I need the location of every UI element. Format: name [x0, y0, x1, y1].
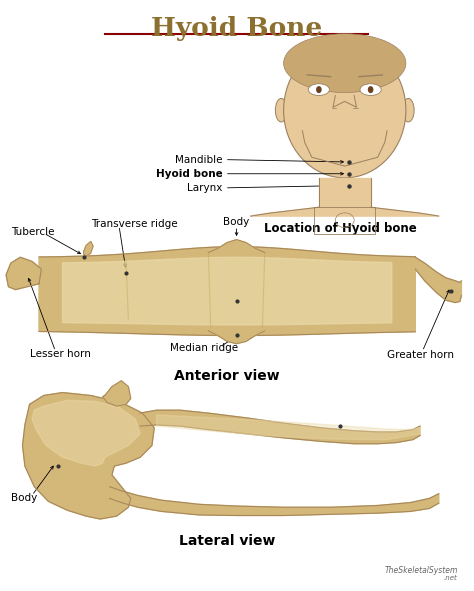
Polygon shape	[23, 392, 154, 519]
Polygon shape	[39, 246, 415, 336]
Polygon shape	[109, 486, 439, 515]
Polygon shape	[319, 178, 371, 207]
Polygon shape	[84, 241, 93, 256]
Polygon shape	[63, 257, 392, 325]
Text: Transverse ridge: Transverse ridge	[91, 219, 177, 229]
Ellipse shape	[283, 34, 406, 93]
Text: Anterior view: Anterior view	[174, 369, 280, 383]
Text: Hyoid Bone: Hyoid Bone	[151, 16, 322, 41]
Text: Mandible: Mandible	[175, 155, 222, 165]
Text: Body: Body	[223, 217, 250, 227]
Text: Tubercle: Tubercle	[11, 227, 55, 237]
Text: .net: .net	[444, 575, 457, 581]
Text: Location of Hyoid bone: Location of Hyoid bone	[264, 222, 417, 235]
Ellipse shape	[360, 84, 381, 96]
Text: Median ridge: Median ridge	[170, 343, 237, 353]
Ellipse shape	[368, 86, 374, 93]
Text: Greater horn: Greater horn	[387, 350, 454, 361]
Text: Larynx: Larynx	[187, 183, 222, 193]
Polygon shape	[140, 410, 420, 444]
Text: Lateral view: Lateral view	[179, 534, 275, 548]
Polygon shape	[32, 400, 140, 466]
Ellipse shape	[316, 86, 322, 93]
Ellipse shape	[275, 99, 287, 122]
Ellipse shape	[283, 43, 406, 178]
Polygon shape	[156, 415, 420, 440]
Text: Hyoid bone: Hyoid bone	[155, 169, 222, 178]
Ellipse shape	[402, 99, 414, 122]
Polygon shape	[6, 257, 41, 290]
Polygon shape	[415, 257, 461, 303]
Text: TheSkeletalSystem: TheSkeletalSystem	[384, 567, 457, 576]
Text: Lesser horn: Lesser horn	[29, 349, 91, 359]
Polygon shape	[209, 239, 265, 252]
Polygon shape	[102, 381, 131, 406]
Polygon shape	[209, 331, 265, 344]
Text: Body: Body	[11, 493, 37, 504]
Ellipse shape	[308, 84, 329, 96]
Polygon shape	[251, 207, 439, 216]
